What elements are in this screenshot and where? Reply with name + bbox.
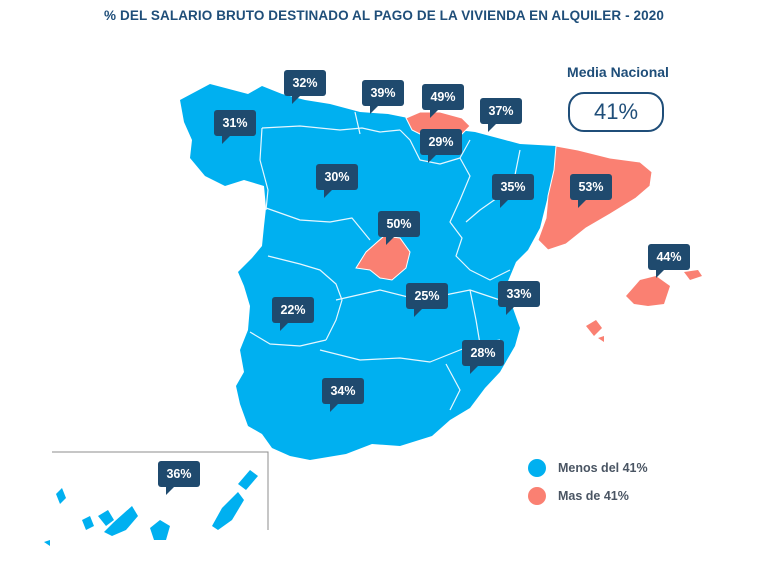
media-nacional-value: 41% (568, 92, 664, 132)
madrid-region (355, 235, 411, 281)
callout-madrid: 50% (378, 211, 420, 245)
callout-navarra: 37% (480, 98, 522, 132)
ibiza-island (586, 320, 602, 336)
callout-extremadura: 22% (272, 297, 314, 331)
media-nacional-label: Media Nacional (567, 64, 669, 80)
callout-baleares: 44% (648, 244, 690, 278)
legend-item-above: Mas de 41% (528, 483, 648, 509)
legend-dot-above (528, 487, 546, 505)
menorca-island (684, 270, 702, 280)
peninsula-shape (180, 84, 557, 460)
legend-item-below: Menos del 41% (528, 455, 648, 481)
mallorca-island (626, 276, 670, 306)
callout-castilla-la-mancha: 25% (406, 283, 448, 317)
canarias-inset-frame (52, 451, 269, 530)
page-title: % DEL SALARIO BRUTO DESTINADO AL PAGO DE… (104, 8, 664, 23)
callout-la-rioja: 29% (420, 129, 462, 163)
legend: Menos del 41% Mas de 41% (528, 455, 648, 511)
callout-valencia: 33% (498, 281, 540, 315)
legend-label-below: Menos del 41% (558, 461, 648, 475)
callout-cataluna: 53% (570, 174, 612, 208)
formentera-island (598, 336, 604, 342)
callout-castilla-leon: 30% (316, 164, 358, 198)
callout-aragon: 35% (492, 174, 534, 208)
callout-pais-vasco: 49% (422, 84, 464, 118)
callout-andalucia: 34% (322, 378, 364, 412)
legend-dot-below (528, 459, 546, 477)
callout-murcia: 28% (462, 340, 504, 374)
legend-label-above: Mas de 41% (558, 489, 629, 503)
callout-canarias: 36% (158, 461, 200, 495)
canary-islands (44, 470, 258, 546)
callout-asturias: 32% (284, 70, 326, 104)
callout-galicia: 31% (214, 110, 256, 144)
callout-cantabria: 39% (362, 80, 404, 114)
